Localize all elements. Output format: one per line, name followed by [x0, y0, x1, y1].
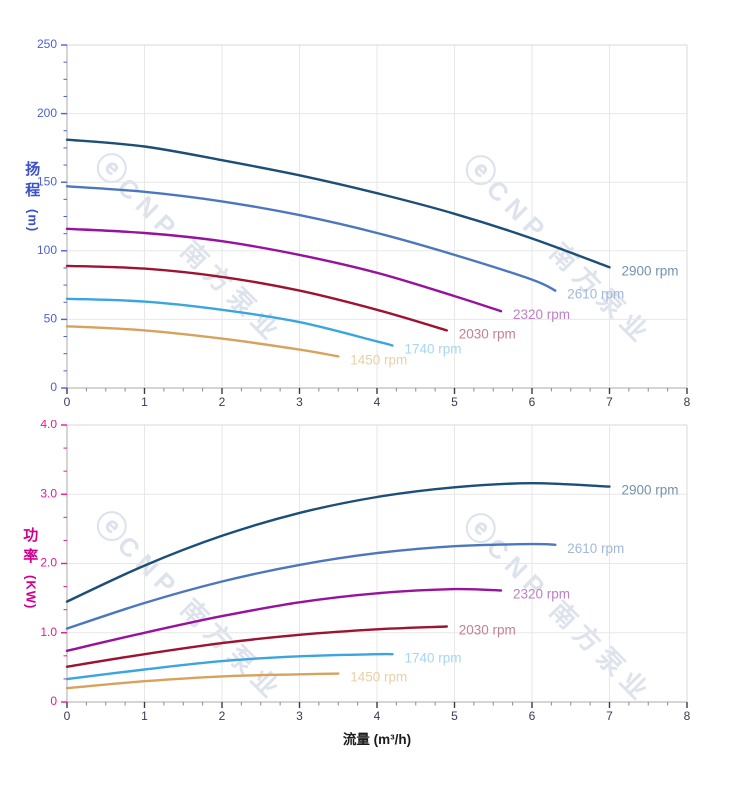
x-tick-label: 4	[374, 709, 381, 723]
y-tick-label: 200	[37, 106, 57, 120]
head-axis-unit: (m)	[25, 208, 41, 232]
x-tick-label: 5	[451, 709, 458, 723]
series-label-1450-rpm: 1450 rpm	[350, 670, 407, 685]
curve-1450-rpm	[65, 325, 340, 358]
y-tick-label: 0	[50, 694, 57, 708]
curve-2610-rpm	[65, 542, 557, 630]
curve-1450-rpm	[65, 672, 340, 690]
head-chart: 0 1 2 3 4 5 6 7 8 0 50 100 150 200 250 2900 rpm 2610 rpm…	[37, 37, 691, 409]
series-label-2900-rpm: 2900 rpm	[622, 263, 679, 278]
x-tick-label: 1	[141, 395, 148, 409]
power-chart: 0 1 2 3 4 5 6 7 8 0 1.0 2.0 3.0 4.0 2900 rpm 2610 rpm 23…	[40, 420, 691, 723]
head-axis-title: 扬 程 (m)	[24, 160, 42, 232]
curve-2320-rpm	[65, 587, 503, 652]
x-tick-label: 7	[606, 395, 613, 409]
x-tick-label: 7	[606, 709, 613, 723]
x-tick-label: 5	[451, 395, 458, 409]
x-tick-label: 1	[141, 709, 148, 723]
curve-1740-rpm	[65, 652, 394, 681]
head-axis-title-char: 程	[25, 182, 41, 200]
series-label-2320-rpm: 2320 rpm	[513, 307, 570, 322]
x-tick-label: 6	[529, 709, 536, 723]
series-label-1450-rpm: 1450 rpm	[350, 353, 407, 368]
y-tick-label: 4.0	[40, 420, 57, 431]
y-tick-label: 250	[37, 37, 57, 51]
head-axis-title-char: 扬	[25, 161, 41, 178]
series-label-2610-rpm: 2610 rpm	[567, 541, 624, 556]
curve-2030-rpm	[65, 264, 448, 332]
x-tick-label: 3	[296, 709, 303, 723]
curve-1740-rpm	[65, 297, 394, 347]
x-tick-label: 8	[684, 709, 691, 723]
power-axis-title-char: 率	[23, 548, 39, 566]
x-tick-label: 4	[374, 395, 381, 409]
y-tick-label: 50	[44, 312, 58, 326]
y-tick-label: 150	[37, 174, 57, 188]
y-tick-label: 2.0	[40, 556, 57, 570]
x-tick-label: 8	[684, 395, 691, 409]
y-tick-label: 3.0	[40, 486, 57, 500]
curve-2320-rpm	[65, 227, 503, 313]
y-tick-label: 100	[37, 243, 57, 257]
power-axis-title: 功 率 (KW)	[22, 526, 40, 609]
x-tick-label: 6	[529, 395, 536, 409]
flow-axis-title: 流量 (m³/h)	[342, 732, 412, 747]
power-axis-title-char: 功	[23, 527, 39, 544]
series-label-2900-rpm: 2900 rpm	[622, 483, 679, 498]
series-label-1740-rpm: 1740 rpm	[405, 342, 462, 357]
x-tick-label: 2	[219, 395, 226, 409]
series-label-2320-rpm: 2320 rpm	[513, 587, 570, 602]
x-tick-label: 3	[296, 395, 303, 409]
series-label-2030-rpm: 2030 rpm	[459, 623, 516, 638]
curve-2030-rpm	[65, 625, 448, 668]
x-tick-label: 2	[219, 709, 226, 723]
y-tick-label: 1.0	[40, 625, 57, 639]
curve-2900-rpm	[65, 481, 611, 603]
x-tick-label: 0	[64, 395, 71, 409]
series-label-2030-rpm: 2030 rpm	[459, 326, 516, 341]
power-axis-unit: (KW)	[23, 574, 39, 609]
curve-2900-rpm	[65, 138, 611, 269]
series-label-1740-rpm: 1740 rpm	[405, 650, 462, 665]
y-tick-label: 0	[50, 380, 57, 394]
x-tick-label: 0	[64, 709, 71, 723]
series-label-2610-rpm: 2610 rpm	[567, 287, 624, 302]
curve-2610-rpm	[65, 185, 557, 292]
